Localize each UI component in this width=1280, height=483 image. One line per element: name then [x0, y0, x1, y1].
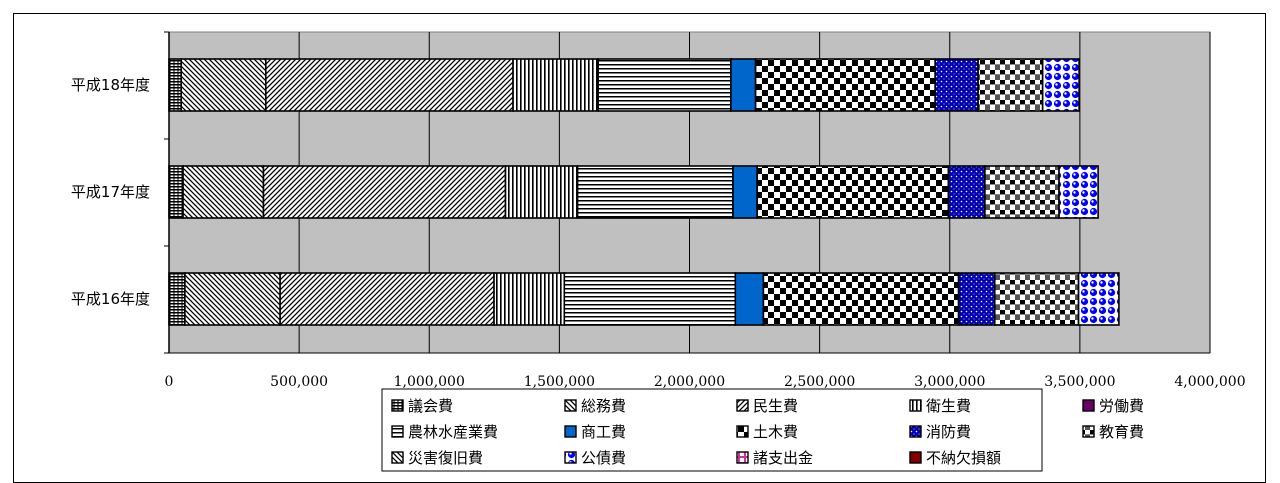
bar-segment	[597, 58, 732, 112]
x-tick-label: 3,000,000	[914, 374, 985, 390]
x-tick-label: 1,500,000	[524, 374, 595, 390]
legend-label: 諸支出金	[753, 449, 813, 467]
x-tick-label: 2,000,000	[654, 374, 725, 390]
legend-swatch	[391, 425, 404, 438]
bar-segment	[977, 58, 1044, 112]
x-tick-label: 2,500,000	[784, 374, 855, 390]
bar-segment	[184, 272, 281, 326]
bar-segment	[279, 272, 495, 326]
bar-segment	[504, 165, 579, 219]
legend-label: 不納欠損額	[926, 449, 1001, 467]
category-label: 平成18年度	[71, 76, 150, 94]
bar-segment	[576, 165, 734, 219]
legend-swatch	[736, 451, 749, 464]
bar-segment	[182, 165, 265, 219]
legend-swatch	[909, 399, 922, 412]
legend-label: 議会費	[408, 397, 453, 415]
bar-segment	[730, 58, 757, 112]
category-label: 平成17年度	[71, 183, 150, 201]
bar-segment	[762, 272, 960, 326]
bar-segment	[1077, 272, 1120, 326]
bar-segment	[934, 58, 979, 112]
bar-segment	[168, 58, 183, 112]
legend-label: 公債費	[581, 449, 626, 467]
x-tick-label: 500,000	[270, 374, 328, 390]
legend-swatch	[564, 399, 577, 412]
bar-segment	[732, 165, 758, 219]
x-tick-label: 1,000,000	[394, 374, 465, 390]
legend-label: 災害復旧費	[408, 449, 483, 467]
x-tick-label: 3,500,000	[1044, 374, 1115, 390]
bar-segment	[1041, 58, 1080, 112]
bar-segment	[265, 58, 514, 112]
bar-segment	[1058, 165, 1099, 219]
legend-swatch	[564, 425, 577, 438]
legend-label: 衛生費	[926, 397, 971, 415]
bar-segment	[168, 165, 184, 219]
category-label: 平成16年度	[71, 290, 150, 308]
legend-label: 総務費	[581, 397, 626, 415]
bar-segment	[754, 58, 936, 112]
legend-swatch	[736, 425, 749, 438]
bar-segment	[947, 165, 986, 219]
legend-swatch	[736, 399, 749, 412]
legend-label: 農林水産業費	[408, 423, 498, 441]
legend-label: 労働費	[1099, 397, 1144, 415]
legend-label: 商工費	[581, 423, 626, 441]
legend-label: 土木費	[753, 423, 798, 441]
bar-segment	[262, 165, 507, 219]
legend-swatch	[564, 451, 577, 464]
bar-segment	[734, 272, 765, 326]
legend-label: 民生費	[753, 397, 798, 415]
bar-segment	[512, 58, 599, 112]
x-tick-label: 4,000,000	[1174, 374, 1245, 390]
legend-label: 消防費	[926, 423, 971, 441]
bar-segment	[168, 272, 186, 326]
legend-swatch	[391, 451, 404, 464]
bar-segment	[493, 272, 566, 326]
legend-swatch	[909, 451, 922, 464]
legend-swatch	[1082, 399, 1095, 412]
legend-label: 教育費	[1099, 423, 1144, 441]
legend-swatch	[1082, 425, 1095, 438]
bar-segment	[993, 272, 1080, 326]
x-tick-label: 0	[165, 374, 174, 390]
bar-segment	[563, 272, 737, 326]
legend-swatch	[391, 399, 404, 412]
bar-segment	[756, 165, 950, 219]
legend	[381, 388, 1043, 472]
bar-segment	[957, 272, 996, 326]
legend-swatch	[909, 425, 922, 438]
bar-segment	[984, 165, 1060, 219]
bar-segment	[180, 58, 267, 112]
